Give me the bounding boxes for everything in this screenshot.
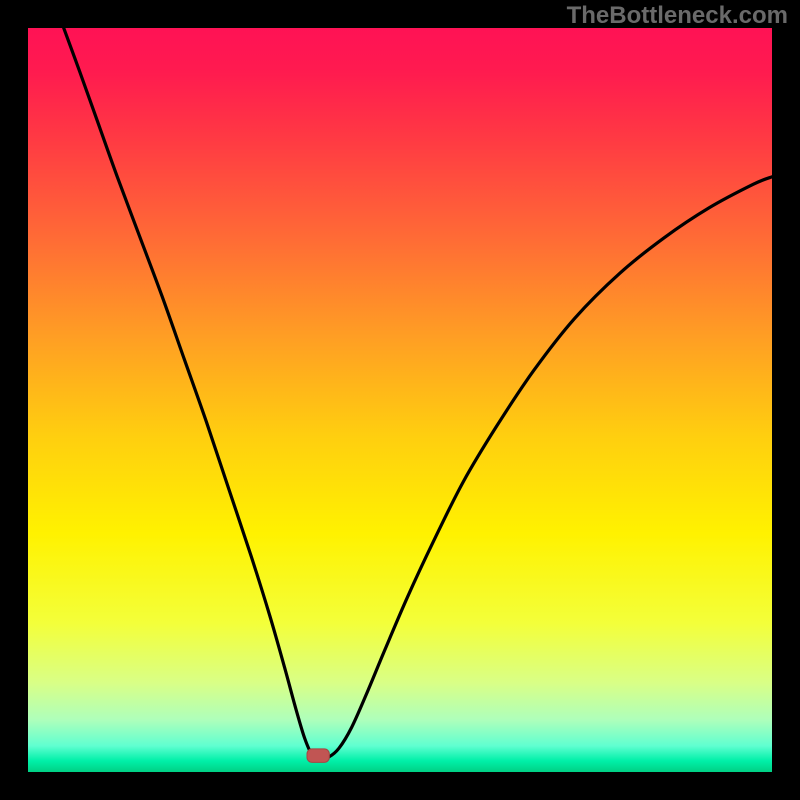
plot-svg xyxy=(28,28,772,772)
optimum-marker xyxy=(307,749,329,762)
chart-container: TheBottleneck.com xyxy=(0,0,800,800)
watermark-text: TheBottleneck.com xyxy=(567,2,788,30)
gradient-background xyxy=(28,28,772,772)
